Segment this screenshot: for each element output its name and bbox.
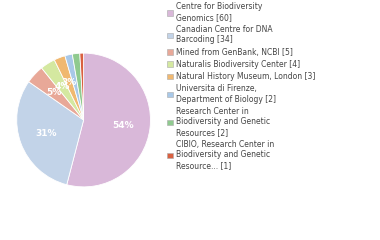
Legend: Centre for Biodiversity
Genomics [60], Canadian Centre for DNA
Barcoding [34], M: Centre for Biodiversity Genomics [60], C… xyxy=(167,2,315,170)
Wedge shape xyxy=(41,60,84,120)
Text: 54%: 54% xyxy=(112,120,134,130)
Wedge shape xyxy=(65,54,84,120)
Wedge shape xyxy=(29,68,84,120)
Wedge shape xyxy=(54,56,84,120)
Text: 3%: 3% xyxy=(62,78,77,87)
Text: 5%: 5% xyxy=(47,88,62,97)
Wedge shape xyxy=(80,53,84,120)
Text: 4%: 4% xyxy=(54,82,70,91)
Text: 31%: 31% xyxy=(35,129,57,138)
Wedge shape xyxy=(17,82,84,185)
Wedge shape xyxy=(67,53,150,187)
Wedge shape xyxy=(72,53,84,120)
